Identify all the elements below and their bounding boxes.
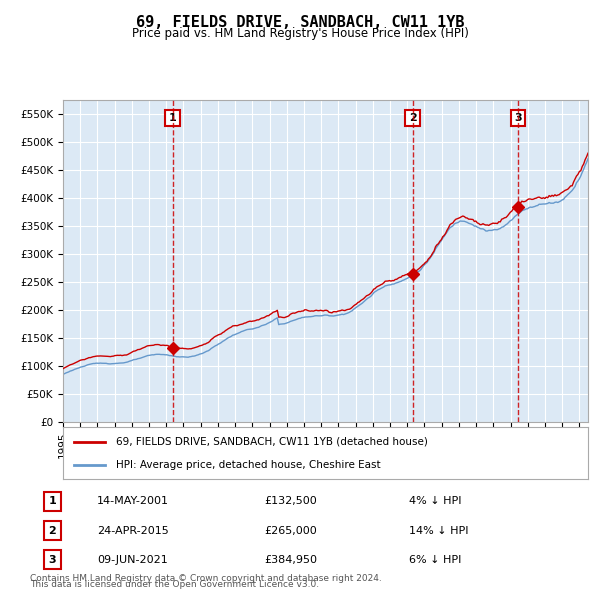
- Text: 09-JUN-2021: 09-JUN-2021: [97, 555, 168, 565]
- Text: 4% ↓ HPI: 4% ↓ HPI: [409, 496, 462, 506]
- Text: 1: 1: [169, 113, 176, 123]
- Text: HPI: Average price, detached house, Cheshire East: HPI: Average price, detached house, Ches…: [115, 460, 380, 470]
- Text: 69, FIELDS DRIVE, SANDBACH, CW11 1YB: 69, FIELDS DRIVE, SANDBACH, CW11 1YB: [136, 15, 464, 30]
- Text: This data is licensed under the Open Government Licence v3.0.: This data is licensed under the Open Gov…: [30, 581, 319, 589]
- Text: 2: 2: [409, 113, 416, 123]
- Text: 6% ↓ HPI: 6% ↓ HPI: [409, 555, 462, 565]
- Text: 14% ↓ HPI: 14% ↓ HPI: [409, 526, 469, 536]
- Text: 3: 3: [514, 113, 522, 123]
- Text: Price paid vs. HM Land Registry's House Price Index (HPI): Price paid vs. HM Land Registry's House …: [131, 27, 469, 40]
- Text: £265,000: £265,000: [265, 526, 317, 536]
- Text: £132,500: £132,500: [265, 496, 317, 506]
- Text: Contains HM Land Registry data © Crown copyright and database right 2024.: Contains HM Land Registry data © Crown c…: [30, 574, 382, 583]
- Text: £384,950: £384,950: [265, 555, 317, 565]
- Text: 69, FIELDS DRIVE, SANDBACH, CW11 1YB (detached house): 69, FIELDS DRIVE, SANDBACH, CW11 1YB (de…: [115, 437, 427, 447]
- Text: 3: 3: [49, 555, 56, 565]
- Text: 14-MAY-2001: 14-MAY-2001: [97, 496, 169, 506]
- Text: 24-APR-2015: 24-APR-2015: [97, 526, 169, 536]
- Text: 2: 2: [49, 526, 56, 536]
- Text: 1: 1: [49, 496, 56, 506]
